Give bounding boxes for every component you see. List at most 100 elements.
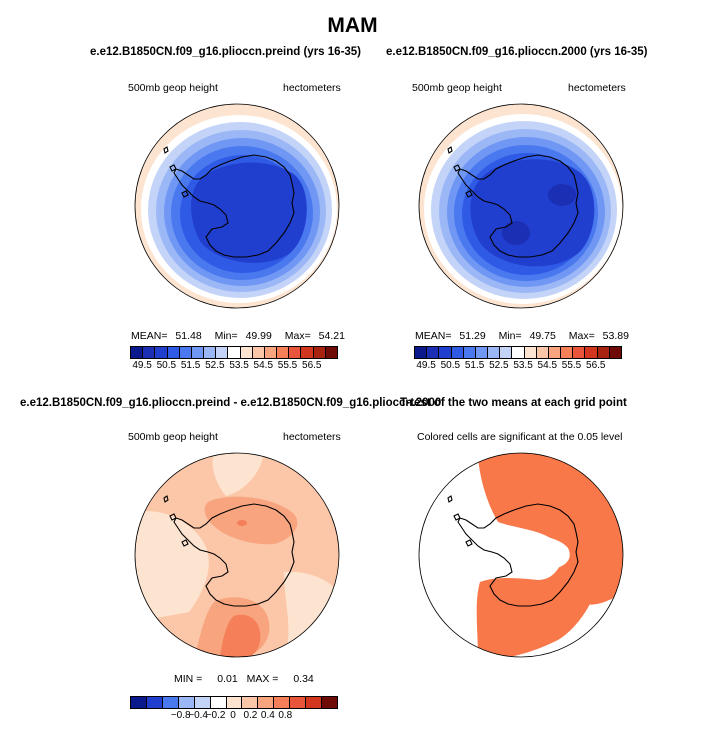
ttest-insignificant-center <box>509 535 570 571</box>
cbar3-box-12 <box>322 697 337 708</box>
cbar3-box-0 <box>131 697 147 708</box>
plio2000-mean-label: MEAN= <box>415 330 452 342</box>
cbar3-box-1 <box>146 697 163 708</box>
cbar2-box-4 <box>463 347 476 358</box>
ticks3-label-5: 0.4 <box>260 710 275 721</box>
ticks2-label-5: 54.5 <box>537 360 558 371</box>
ticks1-label-6: 55.5 <box>277 360 298 371</box>
cbar2-box-0 <box>415 347 428 358</box>
plio2000-units-label: hectometers <box>568 82 626 94</box>
cbar1-box-11 <box>264 347 278 358</box>
ttest-map-border <box>418 452 624 658</box>
ttest-map <box>418 452 624 658</box>
ticks2-label-2: 51.5 <box>464 360 485 371</box>
plio2000-variable-label: 500mb geop height <box>412 82 502 94</box>
diff-map-border <box>134 452 340 658</box>
ttest-title: T-test of the two means at each grid poi… <box>400 397 627 409</box>
plio2000-mean-value: 51.29 <box>459 330 486 342</box>
preind-min-value: 49.99 <box>245 330 272 342</box>
preind-colorbar <box>130 346 338 359</box>
ticks3-label-1: −0.4 <box>188 710 208 721</box>
diff-colorbar <box>130 696 338 709</box>
ticks2-label-3: 52.5 <box>489 360 509 371</box>
cbar3-box-6 <box>226 697 243 708</box>
plio2000-low-east <box>548 184 576 206</box>
cbar2-box-11 <box>548 347 562 358</box>
cbar3-box-9 <box>274 697 291 708</box>
ticks2-label-1: 50.5 <box>440 360 461 371</box>
cbar2-box-13 <box>573 347 586 358</box>
ticks1-label-4: 53.5 <box>229 360 249 371</box>
ttest-significant-south <box>476 532 599 657</box>
diff-max-label: MAX = <box>246 673 279 685</box>
cbar2-box-10 <box>536 347 549 358</box>
cbar3-box-8 <box>258 697 275 708</box>
plio2000-max-value: 53.89 <box>602 330 629 342</box>
cbar1-box-12 <box>277 347 290 358</box>
plio2000-map <box>418 103 624 309</box>
cbar3-box-5 <box>210 697 227 708</box>
preind-min-label: Min= <box>214 330 238 342</box>
ticks2-label-0: 49.5 <box>416 360 436 371</box>
cbar1-box-5 <box>191 347 205 358</box>
cbar3-box-10 <box>290 697 307 708</box>
cbar2-box-5 <box>475 347 489 358</box>
plio2000-min-value: 49.75 <box>529 330 556 342</box>
ttest-subtitle: Colored cells are significant at the 0.0… <box>417 431 623 443</box>
ticks3-label-6: 0.8 <box>278 710 293 721</box>
ttest-coastline <box>447 495 579 607</box>
preind-map <box>134 103 340 309</box>
main-title: MAM <box>327 14 378 37</box>
preind-variable-label: 500mb geop height <box>128 82 218 94</box>
diff-stats: MIN = 0.01 MAX = 0.34 <box>174 673 314 685</box>
ticks1-label-2: 51.5 <box>180 360 201 371</box>
diff-coastline <box>163 495 295 607</box>
cbar1-box-1 <box>143 347 156 358</box>
ticks2-label-4: 53.5 <box>513 360 533 371</box>
diff-variable-label: 500mb geop height <box>128 431 218 443</box>
cbar2-box-9 <box>524 347 537 358</box>
preind-mean-value: 51.48 <box>175 330 202 342</box>
preind-units-label: hectometers <box>283 82 341 94</box>
ticks1-label-1: 50.5 <box>156 360 177 371</box>
cbar2-box-8 <box>512 347 525 358</box>
cbar3-box-2 <box>162 697 179 708</box>
cbar1-box-10 <box>252 347 265 358</box>
preind-case-title: e.e12.B1850CN.f09_g16.plioccn.preind (yr… <box>90 46 362 58</box>
diff-max-value: 0.34 <box>293 673 314 685</box>
cbar2-box-12 <box>561 347 574 358</box>
cbar2-box-3 <box>451 347 464 358</box>
diff-case-title: e.e12.B1850CN.f09_g16.plioccn.preind - e… <box>20 397 442 409</box>
cbar1-box-7 <box>216 347 229 358</box>
ticks2-label-7: 56.5 <box>586 360 606 371</box>
ticks3-label-0: −0.8 <box>170 710 191 721</box>
ticks1-label-0: 49.5 <box>132 360 152 371</box>
cbar1-box-6 <box>204 347 217 358</box>
cbar1-box-15 <box>313 347 326 358</box>
diff-high-north <box>204 496 298 545</box>
ticks1-label-7: 56.5 <box>302 360 322 371</box>
plio2000-min-label: Min= <box>498 330 522 342</box>
preind-max-label: Max= <box>284 330 311 342</box>
plio2000-stats: MEAN= 51.29 Min= 49.75 Max= 53.89 <box>415 330 629 342</box>
cbar2-box-6 <box>488 347 501 358</box>
cbar1-box-3 <box>167 347 180 358</box>
cbar3-box-3 <box>178 697 195 708</box>
ticks2-label-6: 55.5 <box>561 360 582 371</box>
preind-stats: MEAN= 51.48 Min= 49.99 Max= 54.21 <box>131 330 345 342</box>
cbar2-box-1 <box>427 347 440 358</box>
cbar1-box-16 <box>325 347 337 358</box>
cbar1-box-0 <box>131 347 144 358</box>
diff-min-label: MIN = <box>174 673 203 685</box>
cbar2-box-7 <box>500 347 513 358</box>
diff-max-south <box>220 614 261 657</box>
ticks3-label-3: 0 <box>230 710 236 721</box>
plio2000-coastline <box>447 146 579 258</box>
cbar2-box-2 <box>439 347 452 358</box>
cbar1-box-2 <box>155 347 168 358</box>
ticks3-label-4: 0.2 <box>243 710 258 721</box>
diff-low-west <box>135 511 209 622</box>
preind-map-border <box>134 103 340 309</box>
plio2000-colorbar <box>414 346 622 359</box>
plio2000-max-label: Max= <box>568 330 595 342</box>
